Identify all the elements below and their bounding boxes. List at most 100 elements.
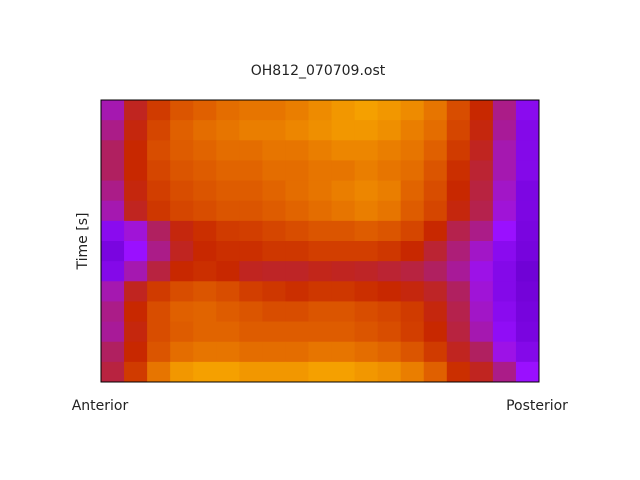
heatmap-cell [193, 261, 217, 282]
heatmap-cell [147, 200, 171, 222]
heatmap-cell [423, 301, 448, 323]
heatmap-cell [492, 281, 517, 302]
heatmap-cell [354, 140, 379, 161]
heatmap-cell [515, 200, 540, 222]
heatmap-cell [124, 321, 148, 343]
heatmap-cell [354, 301, 379, 323]
heatmap-cell [239, 281, 263, 302]
heatmap-cell [377, 261, 402, 282]
heatmap-cell [331, 140, 356, 161]
heatmap-cell [423, 361, 448, 383]
heatmap-cell [216, 361, 240, 383]
heatmap-cell [400, 100, 425, 121]
heatmap-cell [492, 100, 517, 121]
heatmap-cell [492, 220, 517, 242]
heatmap-cell [400, 341, 425, 363]
heatmap-cell [308, 301, 333, 323]
heatmap-cell [239, 341, 263, 363]
heatmap-cell [377, 341, 402, 363]
heatmap-cell [239, 321, 263, 343]
heatmap-cell [308, 261, 333, 282]
heatmap-cell [216, 321, 240, 343]
heatmap-cell [216, 281, 240, 302]
heatmap-cell [170, 241, 194, 262]
heatmap-cell [400, 120, 425, 141]
heatmap-cell [354, 321, 379, 343]
heatmap-cell [124, 361, 148, 383]
heatmap-cell [354, 281, 379, 302]
heatmap-cell [377, 100, 402, 121]
heatmap-cell [446, 321, 471, 343]
heatmap-cell [239, 180, 263, 202]
heatmap-cell [515, 281, 540, 302]
heatmap-cell [354, 241, 379, 262]
heatmap-cell [285, 341, 309, 363]
heatmap-cell [469, 241, 494, 262]
heatmap-cell [170, 120, 194, 141]
heatmap-cell [377, 301, 402, 323]
heatmap-cell [193, 220, 217, 242]
heatmap-cell [262, 100, 286, 121]
heatmap-cell [331, 281, 356, 302]
heatmap-cell [446, 200, 471, 222]
heatmap-cell [400, 301, 425, 323]
heatmap-cell [331, 341, 356, 363]
heatmap-cell [147, 220, 171, 242]
heatmap-cell [469, 281, 494, 302]
heatmap-cell [400, 200, 425, 222]
heatmap-cell [147, 120, 171, 141]
heatmap-cell [124, 120, 148, 141]
heatmap-cell [170, 100, 194, 121]
heatmap-cell [285, 160, 309, 182]
heatmap-cell [308, 361, 333, 383]
heatmap-cell [400, 321, 425, 343]
heatmap-cell [216, 120, 240, 141]
heatmap-cell [262, 361, 286, 383]
heatmap-cell [239, 220, 263, 242]
heatmap-cell [216, 341, 240, 363]
heatmap-cell [515, 100, 540, 121]
heatmap-cell [308, 120, 333, 141]
heatmap-cell [446, 281, 471, 302]
heatmap-cell [354, 160, 379, 182]
heatmap-cell [331, 361, 356, 383]
heatmap-cell [101, 140, 125, 161]
heatmap-cell [170, 220, 194, 242]
heatmap-cell [101, 241, 125, 262]
heatmap-cell [331, 120, 356, 141]
heatmap-cell [331, 100, 356, 121]
heatmap-cell [446, 100, 471, 121]
heatmap-cell [124, 261, 148, 282]
heatmap-cell [239, 241, 263, 262]
heatmap-cell [469, 220, 494, 242]
heatmap-cell [492, 180, 517, 202]
heatmap-cell [354, 261, 379, 282]
heatmap-cell [515, 220, 540, 242]
heatmap-cell [331, 321, 356, 343]
heatmap-cell [492, 200, 517, 222]
heatmap-cell [170, 301, 194, 323]
heatmap-cell [492, 160, 517, 182]
heatmap-cell [423, 140, 448, 161]
heatmap-cell [262, 140, 286, 161]
heatmap-cell [193, 100, 217, 121]
heatmap-cell [515, 160, 540, 182]
heatmap-cell [147, 140, 171, 161]
heatmap-cell [262, 281, 286, 302]
heatmap-cell [377, 120, 402, 141]
heatmap-cell [216, 220, 240, 242]
heatmap-cell [124, 200, 148, 222]
heatmap-cell [170, 281, 194, 302]
heatmap-cell [170, 261, 194, 282]
y-axis-label: Time [s] [75, 213, 91, 271]
heatmap-cell [354, 341, 379, 363]
heatmap-cell [147, 361, 171, 383]
heatmap-cell [147, 341, 171, 363]
heatmap-cell [262, 220, 286, 242]
heatmap-cell [216, 160, 240, 182]
heatmap-cell [515, 180, 540, 202]
heatmap-cell [239, 120, 263, 141]
heatmap-cell [400, 220, 425, 242]
heatmap-cell [124, 100, 148, 121]
